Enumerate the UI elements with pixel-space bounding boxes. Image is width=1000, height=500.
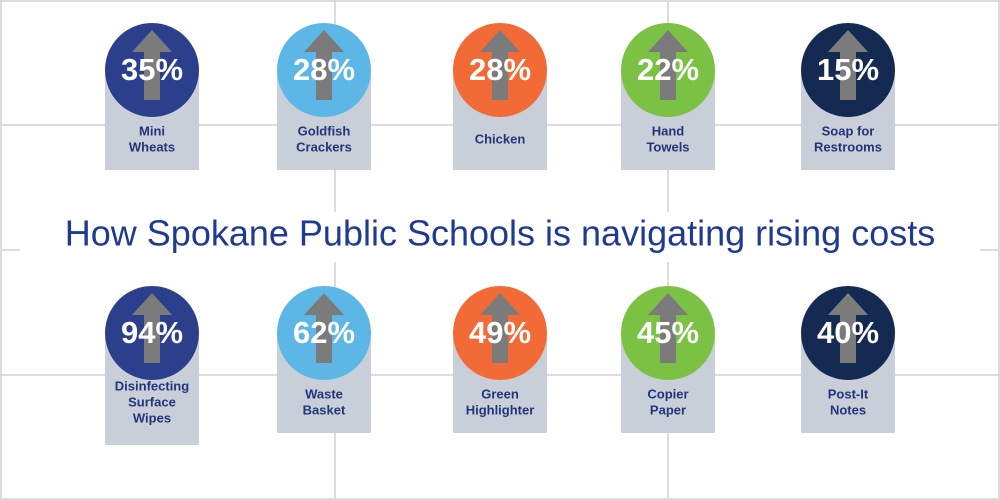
- item-label: Towels: [646, 139, 689, 154]
- item-label: Highlighter: [466, 402, 535, 417]
- up-arrow: [304, 30, 344, 100]
- up-arrow: [480, 293, 520, 363]
- item-label: Surface: [128, 394, 176, 409]
- item-label: Goldfish: [298, 123, 351, 138]
- item-label: Disinfecting: [115, 378, 189, 393]
- item-label: Restrooms: [814, 139, 882, 154]
- up-arrow: [304, 293, 344, 363]
- percent: 35%: [121, 52, 183, 87]
- up-arrow: [648, 293, 688, 363]
- item-label: Green: [481, 386, 519, 401]
- percent: 62%: [293, 315, 355, 350]
- percent: 94%: [121, 315, 183, 350]
- percent: 45%: [637, 315, 699, 350]
- up-arrow: [132, 30, 172, 100]
- title-backdrop: [20, 212, 980, 262]
- item-label: Wipes: [133, 410, 171, 425]
- percent: 15%: [817, 52, 879, 87]
- percent: 28%: [469, 52, 531, 87]
- item-card: 28% Chicken: [453, 23, 547, 170]
- percent: 40%: [817, 315, 879, 350]
- item-label: Wheats: [129, 139, 175, 154]
- item-label: Copier: [647, 386, 688, 401]
- item-label: Chicken: [475, 131, 526, 146]
- title: How Spokane Public Schools is navigating…: [65, 213, 935, 254]
- item-label: Soap for: [822, 123, 875, 138]
- item-label: Notes: [830, 402, 866, 417]
- up-arrow: [480, 30, 520, 100]
- item-label: Paper: [650, 402, 686, 417]
- up-arrow: [828, 30, 868, 100]
- item-label: Waste: [305, 386, 343, 401]
- up-arrow: [648, 30, 688, 100]
- percent: 22%: [637, 52, 699, 87]
- item-label: Basket: [303, 402, 346, 417]
- item-label: Crackers: [296, 139, 352, 154]
- percent: 28%: [293, 52, 355, 87]
- item-label: Hand: [652, 123, 685, 138]
- item-label: Post-It: [828, 386, 869, 401]
- percent: 49%: [469, 315, 531, 350]
- up-arrow: [132, 293, 172, 363]
- up-arrow: [828, 293, 868, 363]
- item-label: Mini: [139, 123, 165, 138]
